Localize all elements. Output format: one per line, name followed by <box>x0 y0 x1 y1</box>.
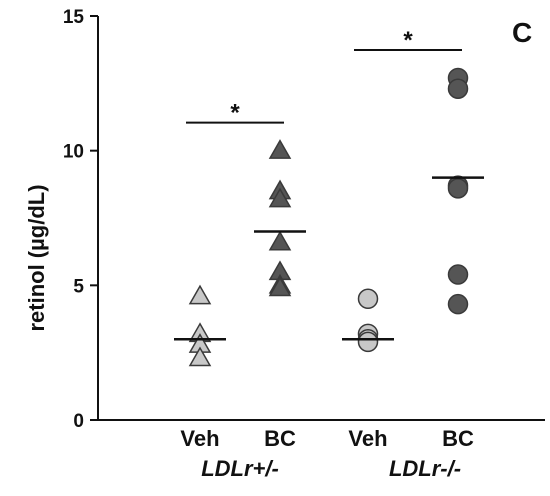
panel-letter: C <box>512 17 532 48</box>
data-points <box>188 67 469 367</box>
mean-lines <box>174 176 484 341</box>
data-point-circle <box>447 78 469 99</box>
category-label: Veh <box>180 426 219 451</box>
category-label: Veh <box>348 426 387 451</box>
y-tick-label: 5 <box>73 276 84 297</box>
data-point-circle <box>447 293 469 315</box>
data-point-triangle <box>268 187 292 208</box>
data-point-triangle <box>268 230 292 251</box>
category-label: BC <box>442 426 474 451</box>
category-label: BC <box>264 426 296 451</box>
data-point-triangle <box>188 284 212 305</box>
significance-markers: ** <box>186 27 462 127</box>
significance-star: * <box>230 100 240 127</box>
y-tick-label: 10 <box>63 142 84 163</box>
y-axis-label: retinol (µg/dL) <box>24 184 49 331</box>
group-label: LDLr+/- <box>201 456 279 481</box>
data-point-circle <box>357 331 379 353</box>
y-tick-label: 15 <box>63 7 85 28</box>
axes <box>97 16 545 421</box>
significance-star: * <box>403 27 413 54</box>
data-point-circle <box>357 288 379 310</box>
data-point-triangle <box>268 276 292 297</box>
y-ticks: 0 5 10 15 <box>63 7 98 432</box>
data-point-circle <box>447 178 469 199</box>
category-labels: Veh BC LDLr+/- Veh BC LDLr-/- <box>180 426 474 481</box>
data-point-triangle <box>188 346 212 367</box>
data-point-circle <box>447 264 469 285</box>
y-tick-label: 0 <box>73 411 84 432</box>
group-label: LDLr-/- <box>389 456 461 481</box>
data-point-triangle <box>268 139 292 159</box>
